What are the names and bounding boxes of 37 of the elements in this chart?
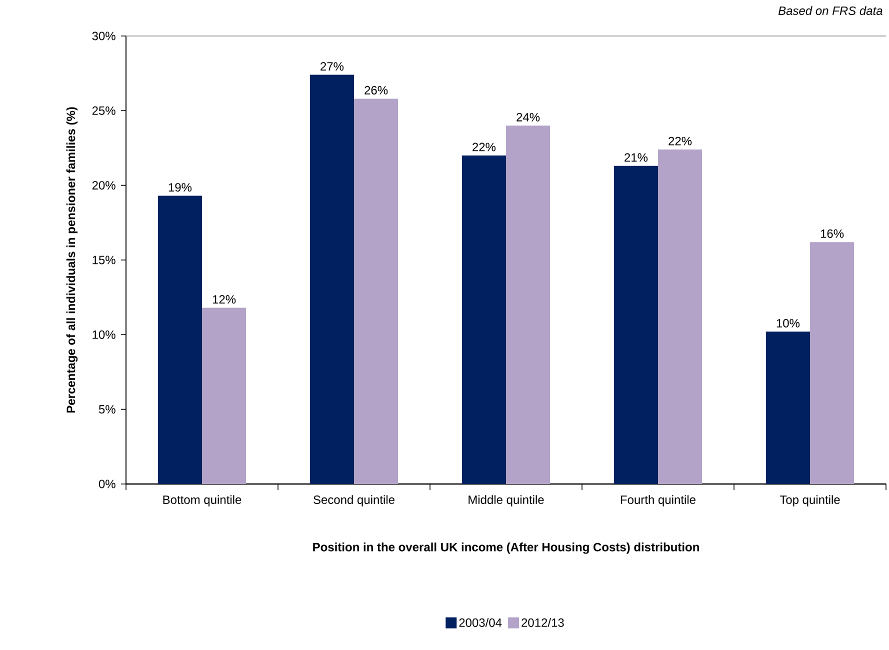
x-axis-title: Position in the overall UK income (After Housing Costs) distribution <box>313 542 699 554</box>
x-tick-label: Bottom quintile <box>163 495 242 506</box>
x-tick-label: Fourth quintile <box>620 495 696 506</box>
y-tick-label: 20% <box>92 181 116 190</box>
data-label: 21% <box>624 153 648 162</box>
y-tick-label: 15% <box>92 256 116 264</box>
y-tick-label: 30% <box>92 32 116 40</box>
bar <box>810 242 854 484</box>
data-label: 27% <box>320 62 344 71</box>
x-tick-label: Second quintile <box>314 495 394 506</box>
data-label: 16% <box>820 229 844 238</box>
data-label: 26% <box>364 86 388 95</box>
data-label: 22% <box>472 142 496 152</box>
legend-label: 2012/13 <box>522 618 564 627</box>
y-tick-label: 5% <box>98 405 116 414</box>
bar <box>658 149 702 484</box>
bar <box>354 98 398 484</box>
text: Based on FRS data <box>778 6 882 16</box>
data-label: 10% <box>776 318 800 328</box>
data-label: 22% <box>668 136 692 146</box>
data-label: 12% <box>212 295 236 304</box>
y-axis-title: Percentage of all individuals in pensioner families (%) <box>66 107 78 413</box>
bar <box>462 155 506 484</box>
y-tick-label: 10% <box>92 330 116 339</box>
x-tick-label: Top quintile <box>780 495 840 506</box>
bar <box>310 74 354 484</box>
x-tick-label: Middle quintile <box>468 495 544 506</box>
bar <box>158 196 202 484</box>
bar <box>202 308 246 484</box>
bar <box>766 332 810 484</box>
y-tick-label: 0% <box>98 480 116 488</box>
legend-label: 2003/04 <box>459 618 502 627</box>
bar <box>506 126 550 484</box>
y-tick-label: 25% <box>92 106 116 115</box>
bar <box>614 166 658 484</box>
data-label: 24% <box>516 112 540 122</box>
data-label: 19% <box>168 183 192 192</box>
